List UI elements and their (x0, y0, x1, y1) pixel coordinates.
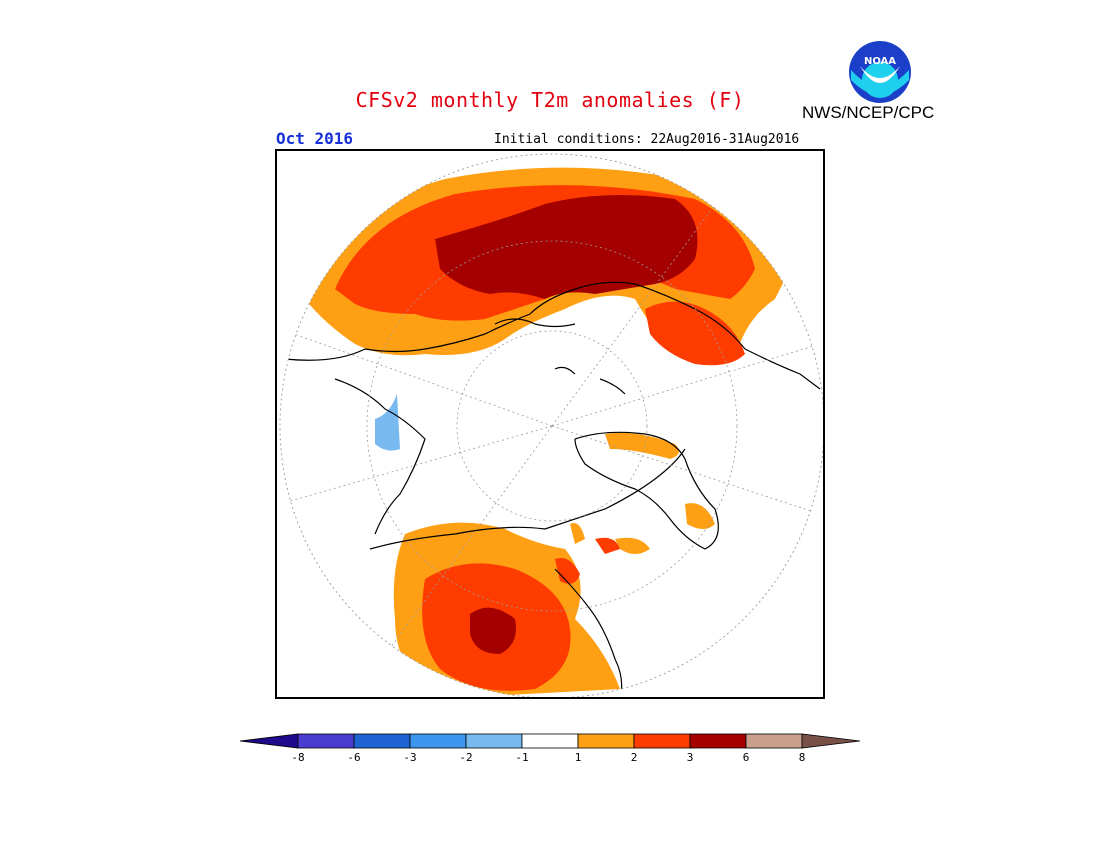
colorbar-box (409, 733, 467, 749)
colorbar-label: -1 (515, 751, 528, 764)
colorbar-box (577, 733, 635, 749)
initial-conditions: Initial conditions: 22Aug2016-31Aug2016 (494, 132, 800, 147)
colorbar-box (353, 733, 411, 749)
colorbar-box (297, 733, 355, 749)
colorbar-box (689, 733, 747, 749)
agency-label: NWS/NCEP/CPC (802, 103, 935, 122)
colorbar-box (745, 733, 803, 749)
coastlines (284, 281, 821, 698)
colorbar-label: -8 (291, 751, 304, 764)
colorbar-label: 6 (743, 751, 750, 764)
colorbar-label: 2 (631, 751, 638, 764)
colorbar-label: -3 (403, 751, 416, 764)
colorbar: -8 -6 -3 -2 -1 1 2 3 6 8 (239, 733, 861, 764)
colorbar-arrow-high (801, 733, 861, 749)
colorbar-label: -6 (347, 751, 360, 764)
colorbar-label: 3 (687, 751, 694, 764)
colorbar-arrow-low (239, 733, 299, 749)
colorbar-label: 1 (575, 751, 582, 764)
eurasia-darkred-area (435, 195, 698, 299)
colorbar-box (633, 733, 691, 749)
hudson-red-patch (555, 537, 620, 584)
cool-anomaly-patch (375, 394, 400, 451)
colorbar-box (465, 733, 523, 749)
colorbar-label: 8 (799, 751, 806, 764)
chart-title: CFSv2 monthly T2m anomalies (F) (355, 88, 745, 112)
forecast-month: Oct 2016 (276, 129, 354, 148)
america-darkred-area (470, 607, 516, 654)
colorbar-label: -2 (459, 751, 472, 764)
siberia-red-patch (645, 301, 745, 366)
polar-map (275, 149, 825, 699)
noaa-logo: NOAA (849, 41, 911, 103)
logo-text: NOAA (864, 56, 896, 67)
colorbar-box (521, 733, 579, 749)
